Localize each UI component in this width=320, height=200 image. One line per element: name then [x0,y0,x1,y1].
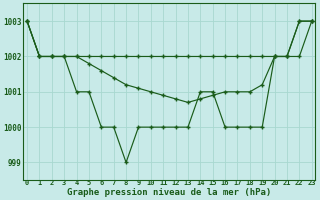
X-axis label: Graphe pression niveau de la mer (hPa): Graphe pression niveau de la mer (hPa) [67,188,272,197]
